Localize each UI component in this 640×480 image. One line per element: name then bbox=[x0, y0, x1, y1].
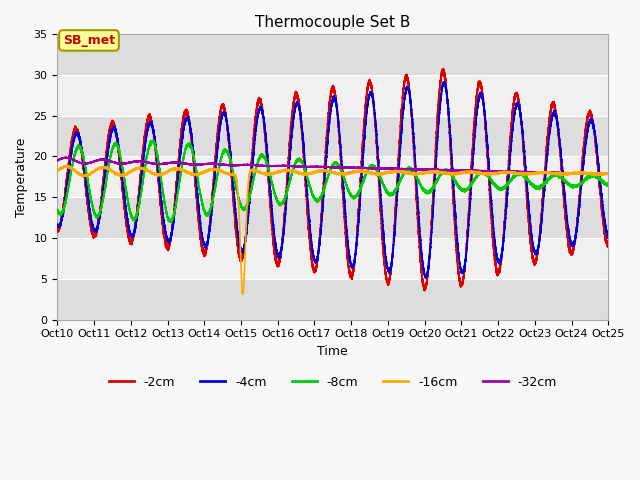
Bar bbox=[58, 279, 608, 320]
Bar bbox=[58, 238, 608, 279]
Bar bbox=[58, 116, 608, 156]
Bar bbox=[58, 197, 608, 238]
Bar bbox=[58, 156, 608, 197]
Text: SB_met: SB_met bbox=[63, 34, 115, 47]
Legend: -2cm, -4cm, -8cm, -16cm, -32cm: -2cm, -4cm, -8cm, -16cm, -32cm bbox=[104, 371, 562, 394]
Bar bbox=[58, 34, 608, 75]
Title: Thermocouple Set B: Thermocouple Set B bbox=[255, 15, 410, 30]
Bar bbox=[58, 75, 608, 116]
X-axis label: Time: Time bbox=[317, 345, 348, 358]
Y-axis label: Temperature: Temperature bbox=[15, 137, 28, 216]
